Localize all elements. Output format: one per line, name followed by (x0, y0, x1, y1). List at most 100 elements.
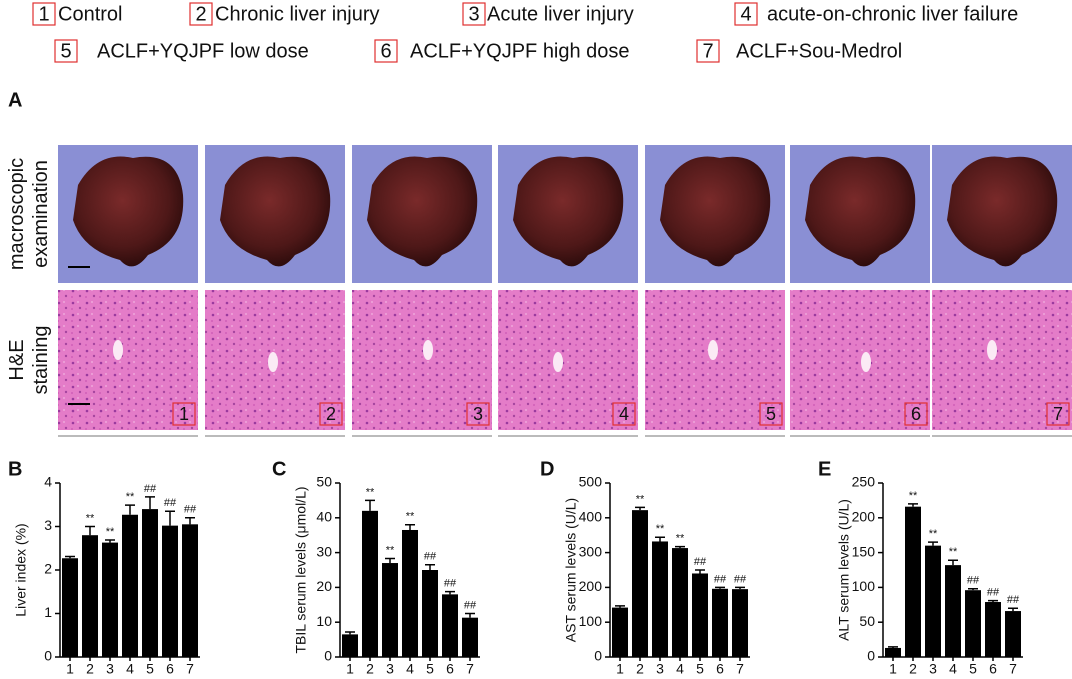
significance: ** (86, 512, 95, 524)
y-tick-label: 250 (852, 474, 876, 490)
significance: ## (987, 587, 1000, 599)
liver (367, 156, 478, 267)
image-label: 4 (619, 404, 629, 424)
significance: ## (967, 575, 980, 587)
error-bar (425, 564, 435, 570)
image-label-box (1046, 402, 1070, 426)
x-tick-label: 6 (446, 661, 454, 677)
x-tick-label: 1 (889, 661, 897, 677)
y-tick-label: 40 (316, 509, 332, 525)
error-bar (655, 536, 665, 542)
y-tick-label: 0 (44, 648, 52, 664)
legend-number: 3 (468, 3, 479, 25)
panel-label: A (8, 89, 22, 111)
x-tick-label: 2 (909, 661, 917, 677)
bar (442, 594, 458, 657)
image-label-box (466, 402, 490, 426)
y-tick-label: 10 (316, 613, 332, 629)
bar (612, 607, 628, 657)
bar (692, 573, 708, 657)
y-tick-label: 50 (859, 613, 875, 629)
row-label-line: macroscopic (6, 158, 28, 270)
y-tick-label: 3 (44, 517, 52, 533)
legend-box (696, 39, 720, 63)
image-label-box (759, 402, 783, 426)
y-tick-label: 200 (579, 578, 603, 594)
row-label-line: H&E (6, 339, 28, 380)
he-stain-photo (352, 290, 492, 430)
x-tick-label: 4 (126, 661, 134, 677)
legend-label: ACLF+Sou-Medrol (736, 40, 902, 62)
y-tick-label: 0 (324, 648, 332, 664)
error-bar (85, 525, 95, 536)
significance: ## (444, 577, 457, 589)
legend-number: 1 (38, 3, 49, 25)
bar (462, 617, 478, 657)
liver (73, 156, 184, 267)
y-tick-label: 100 (579, 613, 603, 629)
legend-box (462, 2, 486, 26)
y-axis-title: Liver index (%) (13, 523, 29, 616)
x-tick-label: 3 (929, 661, 937, 677)
significance: ** (406, 511, 415, 523)
vessel (268, 352, 278, 372)
error-bar (968, 588, 978, 591)
panel-label: D (540, 458, 554, 480)
significance: ** (366, 486, 375, 498)
y-tick-label: 100 (852, 578, 876, 594)
vessel (861, 352, 871, 372)
legend-label: ACLF+YQJPF low dose (97, 40, 309, 62)
significance: ** (909, 490, 918, 502)
error-bar (185, 517, 195, 525)
panel-label: C (272, 458, 286, 480)
significance: ## (694, 556, 707, 568)
error-bar (465, 612, 475, 618)
error-bar (405, 524, 415, 530)
significance: ** (676, 533, 685, 545)
error-bar (675, 545, 685, 549)
bar (945, 565, 961, 657)
significance: ## (464, 599, 477, 611)
y-tick-label: 4 (44, 474, 52, 490)
image-label: 1 (179, 404, 189, 424)
liver (220, 156, 331, 267)
he-stain-photo (645, 290, 785, 430)
x-tick-label: 6 (166, 661, 174, 677)
x-tick-label: 4 (676, 661, 684, 677)
significance: ## (714, 573, 727, 585)
y-tick-label: 200 (852, 509, 876, 525)
x-tick-label: 3 (656, 661, 664, 677)
legend-label: Control (58, 3, 122, 25)
error-bar (948, 559, 958, 566)
x-tick-label: 5 (146, 661, 154, 677)
y-tick-label: 20 (316, 578, 332, 594)
image-label: 7 (1053, 404, 1063, 424)
error-bar (615, 605, 625, 608)
significance: ## (734, 573, 747, 585)
x-tick-label: 1 (616, 661, 624, 677)
bar (122, 514, 138, 657)
x-tick-label: 6 (716, 661, 724, 677)
row-label-line: examination (30, 160, 52, 268)
bar (905, 506, 921, 657)
significance: ## (164, 497, 177, 509)
x-tick-label: 5 (426, 661, 434, 677)
x-tick-label: 1 (346, 661, 354, 677)
bar (182, 524, 198, 657)
x-tick-label: 5 (696, 661, 704, 677)
legend-box (374, 39, 398, 63)
x-tick-label: 2 (636, 661, 644, 677)
x-tick-label: 3 (106, 661, 114, 677)
bar (422, 570, 438, 657)
row-label-line: staining (30, 326, 52, 395)
legend-number: 2 (195, 3, 206, 25)
error-bar (365, 499, 375, 511)
significance: ** (636, 493, 645, 505)
image-label-box (319, 402, 343, 426)
bar (82, 535, 98, 657)
bar (342, 634, 358, 657)
bar (885, 647, 901, 657)
image-label: 6 (911, 404, 921, 424)
error-bar (715, 586, 725, 589)
significance: ** (656, 523, 665, 535)
